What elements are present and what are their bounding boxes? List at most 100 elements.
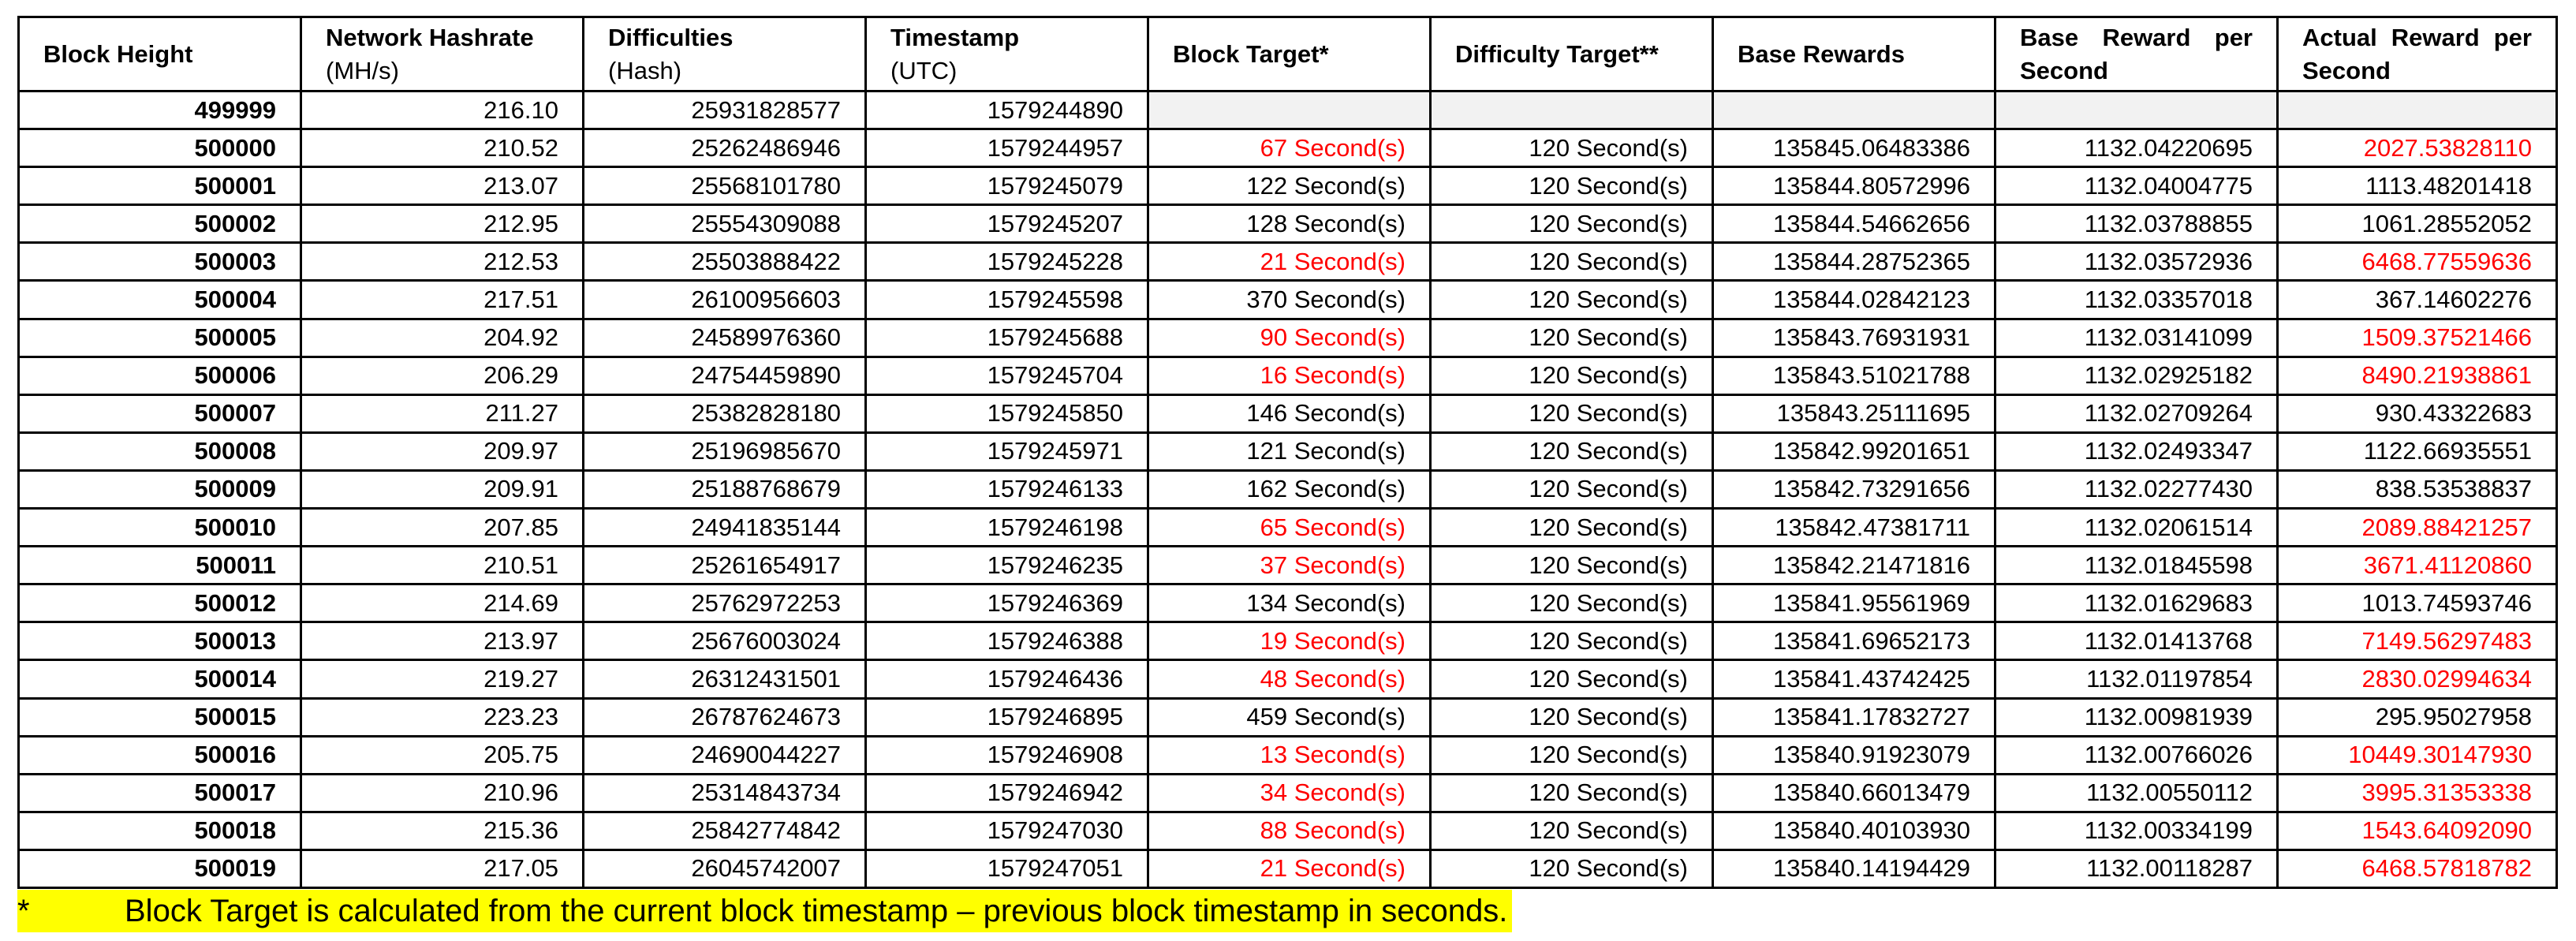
cell-timestamp: 1579246436	[864, 659, 1149, 700]
cell-difficulty-target: 120 Second(s)	[1429, 583, 1714, 624]
cell-actual-reward-per-second: 1543.64092090	[2276, 810, 2558, 851]
cell-actual-reward-per-second: 7149.56297483	[2276, 621, 2558, 662]
cell-network-hashrate: 210.52	[300, 128, 584, 169]
cell-network-hashrate: 205.75	[300, 734, 584, 775]
footnote-text: Block Target is calculated from the curr…	[125, 894, 1508, 928]
cell-block-target: 459 Second(s)	[1147, 696, 1432, 737]
cell-block-target: 122 Second(s)	[1147, 166, 1432, 207]
cell-block-height: 500011	[17, 545, 302, 586]
cell-base-rewards: 135842.21471816	[1712, 545, 1996, 586]
cell-difficulty-target: 120 Second(s)	[1429, 469, 1714, 510]
cell-difficulty-target: 120 Second(s)	[1429, 393, 1714, 434]
cell-timestamp: 1579246908	[864, 734, 1149, 775]
table-row: 500013 213.97 25676003024 1579246388 19 Seco…	[17, 621, 2558, 662]
cell-difficulty: 26787624673	[582, 696, 867, 737]
cell-network-hashrate: 217.51	[300, 279, 584, 320]
cell-actual-reward-per-second: 2089.88421257	[2276, 507, 2558, 548]
cell-timestamp: 1579245079	[864, 166, 1149, 207]
cell-base-reward-per-second: 1132.04220695	[1994, 128, 2279, 169]
cell-block-height: 500001	[17, 166, 302, 207]
header-row: Block Height Network Hashrate (MH/s) Dif…	[17, 16, 2558, 92]
cell-actual-reward-per-second: 2027.53828110	[2276, 128, 2558, 169]
cell-difficulty-target: 120 Second(s)	[1429, 204, 1714, 245]
cell-difficulty-target: 120 Second(s)	[1429, 810, 1714, 851]
cell-block-height: 500006	[17, 355, 302, 396]
cell-difficulty: 26312431501	[582, 659, 867, 700]
cell-block-target: 162 Second(s)	[1147, 469, 1432, 510]
cell-difficulty: 25503888422	[582, 241, 867, 282]
cell-base-reward-per-second: 1132.01413768	[1994, 621, 2279, 662]
cell-block-height: 500018	[17, 810, 302, 851]
cell-block-height: 500008	[17, 431, 302, 472]
cell-timestamp: 1579247051	[864, 848, 1149, 889]
cell-network-hashrate: 210.96	[300, 772, 584, 813]
cell-network-hashrate: 219.27	[300, 659, 584, 700]
cell-block-height: 499999	[17, 89, 302, 131]
cell-block-height: 500010	[17, 507, 302, 548]
cell-network-hashrate: 204.92	[300, 317, 584, 358]
cell-block-target: 146 Second(s)	[1147, 393, 1432, 434]
cell-block-height: 500016	[17, 734, 302, 775]
cell-block-height: 500003	[17, 241, 302, 282]
cell-block-target: 19 Second(s)	[1147, 621, 1432, 662]
cell-difficulty: 25762972253	[582, 583, 867, 624]
cell-block-target: 37 Second(s)	[1147, 545, 1432, 586]
cell-block-target: 128 Second(s)	[1147, 204, 1432, 245]
cell-actual-reward-per-second: 6468.77559636	[2276, 241, 2558, 282]
cell-base-reward-per-second: 1132.02925182	[1994, 355, 2279, 396]
footnote: * Block Target is calculated from the cur…	[17, 890, 1513, 932]
cell-network-hashrate: 209.97	[300, 431, 584, 472]
cell-base-reward-per-second: 1132.04004775	[1994, 166, 2279, 207]
table-row: 500016 205.75 24690044227 1579246908 13 Seco…	[17, 734, 2558, 775]
cell-difficulty: 25568101780	[582, 166, 867, 207]
cell-timestamp: 1579246369	[864, 583, 1149, 624]
table-row: 500000 210.52 25262486946 1579244957 67 Seco…	[17, 128, 2558, 169]
cell-block-height: 500019	[17, 848, 302, 889]
cell-base-rewards: 135845.06483386	[1712, 128, 1996, 169]
table-row: 500006 206.29 24754459890 1579245704 16 Seco…	[17, 355, 2558, 396]
header-base-reward-per-second: Base Reward per Second	[1994, 16, 2279, 92]
cell-network-hashrate: 207.85	[300, 507, 584, 548]
cell-actual-reward-per-second: 1013.74593746	[2276, 583, 2558, 624]
cell-timestamp: 1579245850	[864, 393, 1149, 434]
cell-timestamp: 1579246895	[864, 696, 1149, 737]
cell-block-height: 500002	[17, 204, 302, 245]
cell-difficulty-target: 120 Second(s)	[1429, 128, 1714, 169]
table-body: 499999 216.10 25931828577 1579244890 500000 2…	[17, 89, 2558, 889]
cell-timestamp: 1579247030	[864, 810, 1149, 851]
table-row: 500010 207.85 24941835144 1579246198 65 Seco…	[17, 507, 2558, 548]
cell-difficulty: 25261654917	[582, 545, 867, 586]
cell-base-reward-per-second: 1132.00766026	[1994, 734, 2279, 775]
cell-timestamp: 1579244957	[864, 128, 1149, 169]
cell-network-hashrate: 209.91	[300, 469, 584, 510]
cell-network-hashrate: 213.97	[300, 621, 584, 662]
cell-base-reward-per-second: 1132.03788855	[1994, 204, 2279, 245]
cell-difficulty-target: 120 Second(s)	[1429, 696, 1714, 737]
cell-network-hashrate: 210.51	[300, 545, 584, 586]
cell-difficulty-target: 120 Second(s)	[1429, 355, 1714, 396]
cell-base-reward-per-second: 1132.02277430	[1994, 469, 2279, 510]
cell-network-hashrate: 212.95	[300, 204, 584, 245]
cell-base-rewards: 135840.14194429	[1712, 848, 1996, 889]
cell-base-rewards: 135844.54662656	[1712, 204, 1996, 245]
cell-block-height: 500014	[17, 659, 302, 700]
cell-network-hashrate: 215.36	[300, 810, 584, 851]
cell-base-rewards: 135844.02842123	[1712, 279, 1996, 320]
cell-actual-reward-per-second	[2276, 89, 2558, 131]
cell-base-rewards: 135843.51021788	[1712, 355, 1996, 396]
cell-difficulty: 26100956603	[582, 279, 867, 320]
cell-difficulty-target	[1429, 89, 1714, 131]
table-row: 500007 211.27 25382828180 1579245850 146 Sec…	[17, 393, 2558, 434]
header-difficulties: Difficulties (Hash)	[582, 16, 867, 92]
cell-difficulty: 25842774842	[582, 810, 867, 851]
cell-block-height: 500007	[17, 393, 302, 434]
cell-block-target: 88 Second(s)	[1147, 810, 1432, 851]
cell-base-reward-per-second: 1132.03357018	[1994, 279, 2279, 320]
cell-block-height: 500017	[17, 772, 302, 813]
table-row: 500009 209.91 25188768679 1579246133 162 Sec…	[17, 469, 2558, 510]
cell-block-target: 134 Second(s)	[1147, 583, 1432, 624]
cell-base-reward-per-second: 1132.00334199	[1994, 810, 2279, 851]
cell-network-hashrate: 211.27	[300, 393, 584, 434]
cell-difficulty: 24690044227	[582, 734, 867, 775]
cell-base-reward-per-second: 1132.03572936	[1994, 241, 2279, 282]
